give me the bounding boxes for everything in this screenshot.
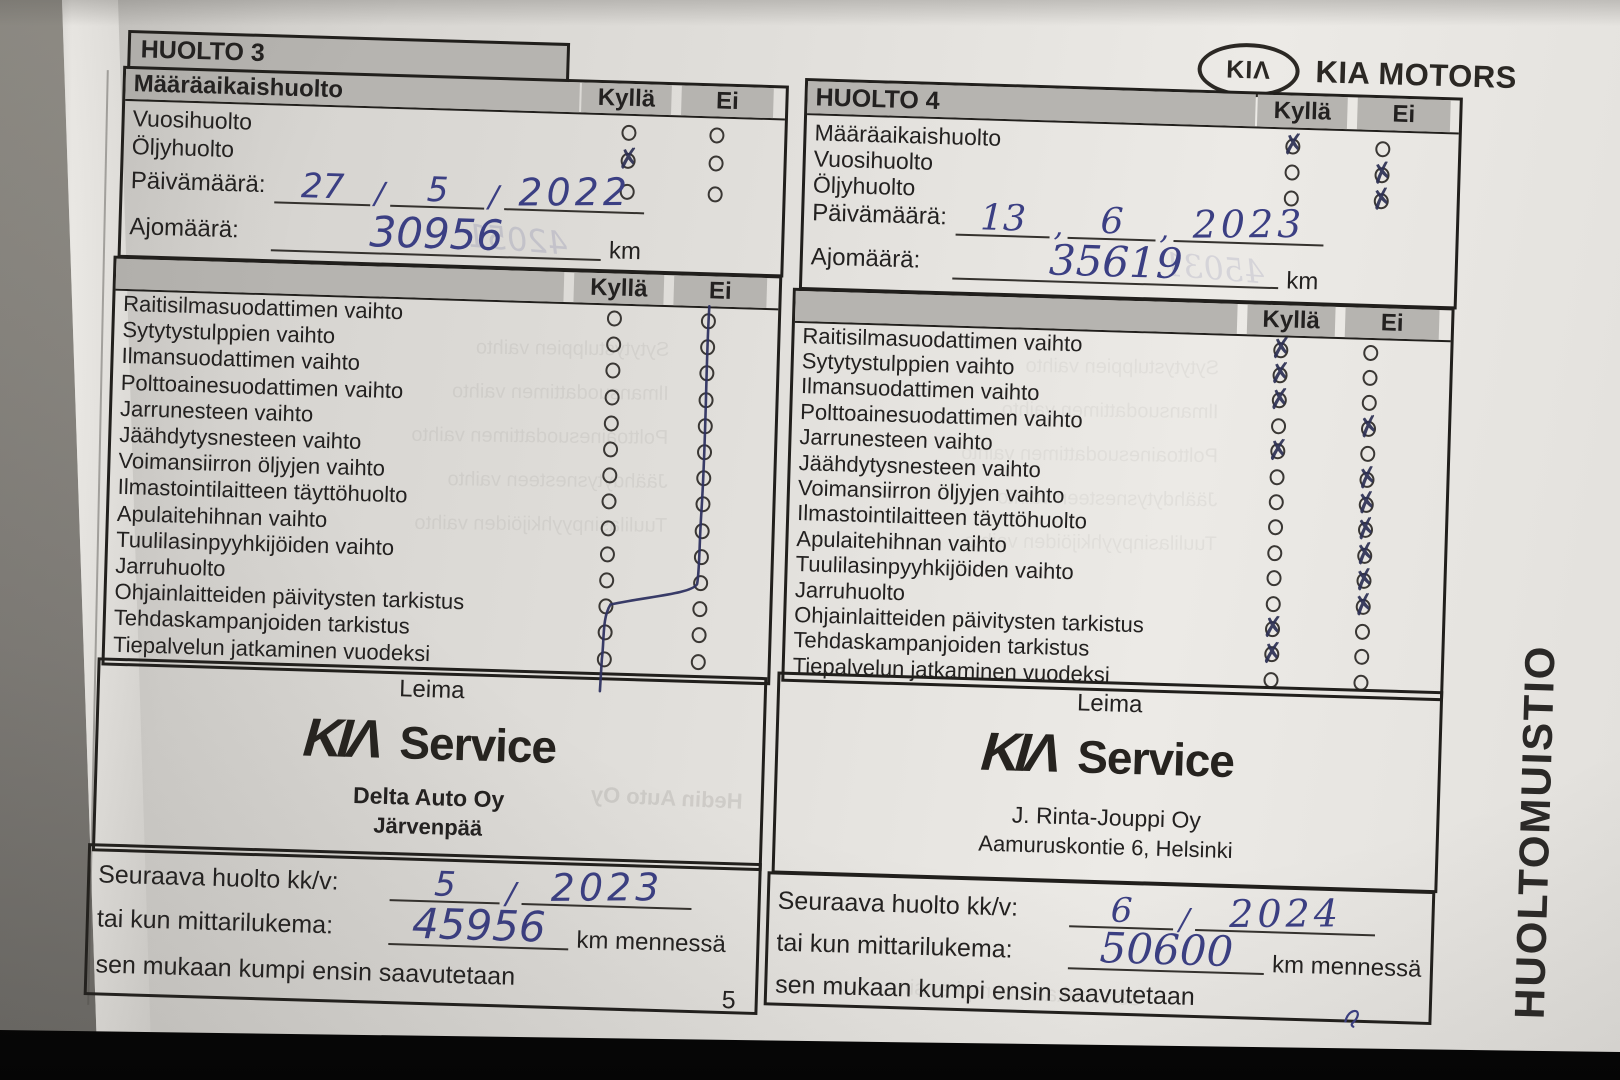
ei-checkbox: ✗ — [703, 150, 728, 177]
date-label: Päivämäärä: — [130, 167, 266, 199]
km-unit: km — [608, 237, 642, 266]
date-separator: / — [487, 179, 500, 215]
handwritten-year: 2022 — [518, 169, 632, 215]
huoltomuistio-side-tab: HUOLTOMUISTIO — [1505, 643, 1564, 1020]
checklist-item-label: Jarruhuolto — [794, 576, 906, 605]
checklist-item-label: Jarruhuolto — [115, 552, 226, 582]
service-wordmark: Service — [1076, 730, 1235, 788]
date-day-field: 27 — [274, 165, 372, 208]
odometer-label: tai kun mittarilukema: — [96, 904, 334, 940]
handwritten-next-odometer: 45956 — [411, 898, 547, 952]
no-label: Ei — [1392, 100, 1416, 129]
next-odometer-field: 45956 — [388, 899, 570, 952]
kia-logo: KIΛ — [974, 721, 1066, 784]
mileage-label: Ajomäärä: — [129, 213, 240, 244]
no-label: Ei — [708, 277, 733, 305]
no-header: Ei — [1356, 97, 1451, 133]
no-header: Ei — [681, 85, 774, 119]
yes-label: Kyllä — [1262, 305, 1321, 335]
huolto3-summary-box: Määräaikaishuolto Kyllä Ei Vuosihuolto Ö… — [117, 65, 789, 278]
yes-header: Kyllä — [1256, 94, 1348, 130]
next-service-label: Seuraava huolto kk/v: — [777, 886, 1019, 922]
km-by-label: km mennessä — [576, 926, 727, 959]
yes-header: Kyllä — [581, 82, 672, 116]
whichever-label: sen mukaan kumpi ensin saavutetaan — [95, 950, 516, 991]
checklist-rows: Raitisilmasuodattimen vaihto✗✗ Sytytystu… — [784, 323, 1450, 698]
kia-motors-wordmark: KIA MOTORS — [1315, 54, 1518, 96]
km-unit: km — [1285, 267, 1319, 296]
date-month-field: 5 — [390, 168, 486, 211]
next-odometer-field: 50600 — [1067, 923, 1266, 976]
huolto3-next-service-box: Seuraava huolto kk/v: 5 / 2023 tai kun m… — [83, 843, 762, 1016]
pen-stroke — [1344, 1009, 1359, 1028]
handwritten-next-odometer: 50600 — [1098, 923, 1234, 977]
mileage-label: Ajomäärä: — [810, 243, 921, 274]
maintenance-label: Määräaikaishuolto — [133, 70, 344, 104]
kia-logo: KIΛ — [296, 707, 388, 770]
huolto3-stamp-box: Leima KIΛ Service Delta Auto Oy Järvenpä… — [91, 657, 768, 872]
yes-label: Kyllä — [597, 83, 656, 113]
km-by-label: km mennessä — [1271, 951, 1422, 983]
no-header: Ei — [673, 275, 768, 308]
no-label: Ei — [715, 87, 740, 116]
kia-service-stamp: KIΛ Service — [777, 715, 1439, 797]
no-label: Ei — [1380, 309, 1404, 337]
huolto4-summary-box: HUOLTO 4 Kyllä Ei Määräaikaishuolto Vuos… — [798, 78, 1463, 310]
no-header: Ei — [1344, 307, 1440, 340]
yes-label: Kyllä — [1273, 96, 1332, 126]
yes-label: Kyllä — [589, 273, 648, 303]
date-label: Päivämäärä: — [811, 199, 948, 231]
ei-checkbox: ✗ — [685, 648, 710, 675]
checklist-rows: Raitisilmasuodattimen vaihto✗✗ Sytytystu… — [105, 291, 779, 677]
date-year-field: 2022 — [504, 169, 646, 215]
huolto4-title: HUOLTO 4 — [815, 83, 941, 116]
kylla-checkbox: ✗ — [591, 645, 616, 672]
handwritten-month: 5 — [426, 169, 450, 211]
kia-service-stamp: KIΛ Service — [98, 700, 764, 782]
page-number: 5 — [721, 985, 737, 1015]
huolto4-stamp-box: Leima KIΛ Service J. Rinta-Jouppi Oy Aam… — [771, 671, 1444, 894]
next-month-field: 5 — [389, 859, 501, 905]
huolto3-checklist-box: Kyllä Ei Sytytystulppien vaihto Ilmansuo… — [101, 255, 783, 693]
date-separator: / — [374, 176, 386, 212]
huolto4-next-service-box: Seuraava huolto kk/v: 6 / 2024 tai kun m… — [763, 871, 1436, 1028]
next-service-label: Seuraava huolto kk/v: — [97, 860, 339, 896]
odometer-label: tai kun mittarilukema: — [776, 928, 1014, 964]
pen-squiggle-mark — [1344, 1009, 1359, 1028]
huolto4-title-cell: HUOLTO 4 — [807, 81, 1256, 127]
service-wordmark: Service — [398, 716, 557, 773]
huolto4-checklist-box: Kyllä Ei Sytytystulppien vaihto Ilmansuo… — [781, 287, 1455, 702]
handwritten-day: 27 — [300, 166, 345, 208]
